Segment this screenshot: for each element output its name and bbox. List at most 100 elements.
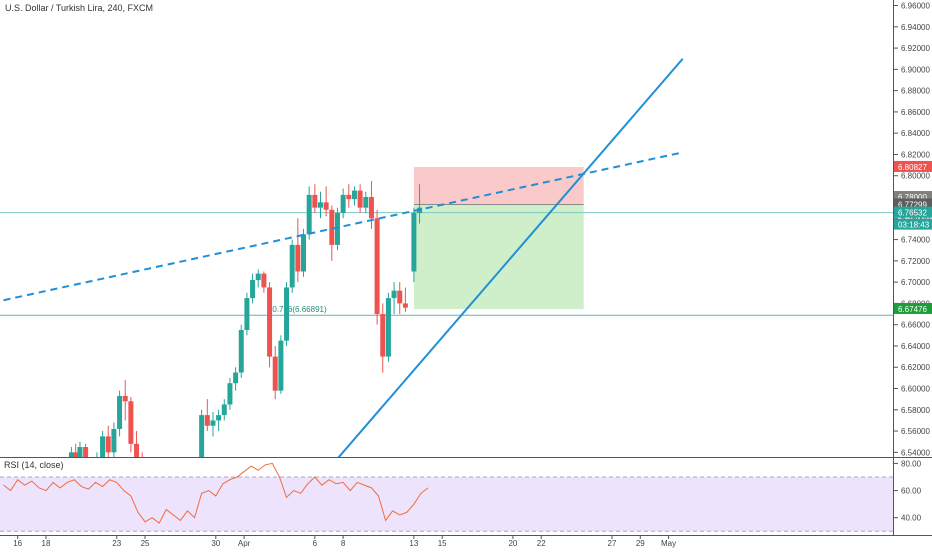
candle-body — [306, 194, 312, 235]
rsi-band — [0, 477, 893, 532]
candle-body — [261, 273, 267, 288]
time-tick-label: 25 — [141, 539, 150, 548]
time-tick-label: 22 — [537, 539, 546, 548]
time-tick-label: 6 — [313, 539, 318, 548]
candle-body — [289, 244, 295, 288]
candle-body — [134, 443, 140, 457]
candle-body — [295, 244, 301, 272]
candle-body — [244, 298, 250, 330]
candle-body — [117, 395, 123, 429]
price-tick-label: 6.88000 — [901, 87, 930, 96]
time-tick-label: 15 — [438, 539, 447, 548]
time-tick-label: 13 — [409, 539, 418, 548]
rsi-line — [3, 462, 429, 524]
candle-body — [267, 287, 273, 357]
price-label-box — [894, 218, 932, 230]
candle-body — [238, 330, 244, 373]
candle-body — [216, 415, 222, 421]
candle-body — [128, 401, 134, 444]
rsi-tick-label: 40.00 — [901, 514, 922, 523]
candle-body — [312, 194, 318, 208]
price-label-text: 6.77299 — [898, 200, 927, 209]
price-tick-label: 6.74000 — [901, 236, 930, 245]
time-tick-label: 27 — [608, 539, 617, 548]
price-label-text: 6.80827 — [898, 163, 927, 172]
price-tick-label: 6.84000 — [901, 129, 930, 138]
candle-body — [100, 436, 106, 457]
price-tick-label: 6.72000 — [901, 257, 930, 266]
candle-body — [357, 190, 363, 208]
price-label-box — [894, 191, 932, 203]
price-tick-label: 6.64000 — [901, 342, 930, 351]
price-label-box — [894, 302, 932, 314]
fib-level-label: 0.786(6.66891) — [272, 305, 327, 314]
price-label-text: 6.67476 — [898, 305, 927, 314]
candle-body — [397, 290, 403, 304]
candle-body — [111, 428, 117, 453]
candle-body — [250, 280, 256, 299]
price-tick-label: 6.56000 — [901, 427, 930, 436]
candle-body — [272, 356, 278, 391]
time-tick-label: 30 — [211, 539, 220, 548]
time-tick-label: Apr — [238, 539, 251, 548]
candle-body — [221, 404, 227, 416]
candle-body — [329, 209, 335, 245]
time-tick-label: 16 — [13, 539, 22, 548]
price-label-box — [894, 160, 932, 172]
rsi-title: RSI (14, close) — [4, 460, 64, 470]
candle-body — [204, 415, 210, 426]
take-profit-zone — [413, 204, 584, 309]
price-tick-label: 6.62000 — [901, 363, 930, 372]
rsi-pane — [0, 462, 893, 532]
time-tick-label: 8 — [341, 539, 346, 548]
time-tick-label: 23 — [112, 539, 121, 548]
candle-body — [351, 190, 357, 200]
candle-body — [77, 447, 83, 457]
time-tick-label: 29 — [636, 539, 645, 548]
time-tick-label: 18 — [42, 539, 51, 548]
price-tick-label: 6.60000 — [901, 385, 930, 394]
price-label-box — [894, 198, 932, 210]
price-label-text: 6.76532 — [898, 209, 927, 218]
candle-body — [334, 212, 340, 245]
candle-body — [368, 197, 374, 219]
candle-body — [199, 415, 205, 457]
price-tick-label: 6.70000 — [901, 278, 930, 287]
trendline — [337, 58, 684, 457]
price-tick-label: 6.82000 — [901, 150, 930, 159]
price-tick-label: 6.96000 — [901, 2, 930, 11]
candle-body — [385, 298, 391, 357]
price-tick-label: 6.92000 — [901, 44, 930, 53]
candle-body — [346, 194, 352, 200]
time-tick-label: 20 — [508, 539, 517, 548]
price-label-text: 6.78000 — [898, 193, 927, 202]
candle-body — [83, 447, 89, 457]
candle-body — [380, 314, 386, 357]
candle-body — [233, 372, 239, 384]
price-tick-label: 6.80000 — [901, 172, 930, 181]
candle-body — [284, 287, 290, 341]
price-label-box — [894, 206, 932, 218]
candle-body — [68, 452, 74, 457]
candle-body — [73, 452, 79, 457]
candle-body — [210, 420, 216, 426]
candle-body — [374, 218, 380, 315]
candle-body — [391, 290, 397, 299]
candle-body — [411, 212, 417, 272]
candle-body — [122, 395, 128, 402]
price-tick-label: 6.66000 — [901, 321, 930, 330]
chart-title: U.S. Dollar / Turkish Lira, 240, FXCM — [5, 3, 154, 13]
candle-body — [402, 303, 408, 308]
trendline — [3, 151, 683, 302]
candle-body — [301, 234, 307, 272]
stop-loss-zone — [413, 166, 584, 205]
time-tick-label: May — [661, 539, 676, 548]
candle-body — [105, 436, 111, 453]
rsi-tick-label: 60.00 — [901, 487, 922, 496]
price-tick-label: 6.54000 — [901, 448, 930, 457]
candle-body — [363, 197, 369, 208]
candle-body — [278, 340, 284, 391]
candle-body — [317, 202, 323, 208]
